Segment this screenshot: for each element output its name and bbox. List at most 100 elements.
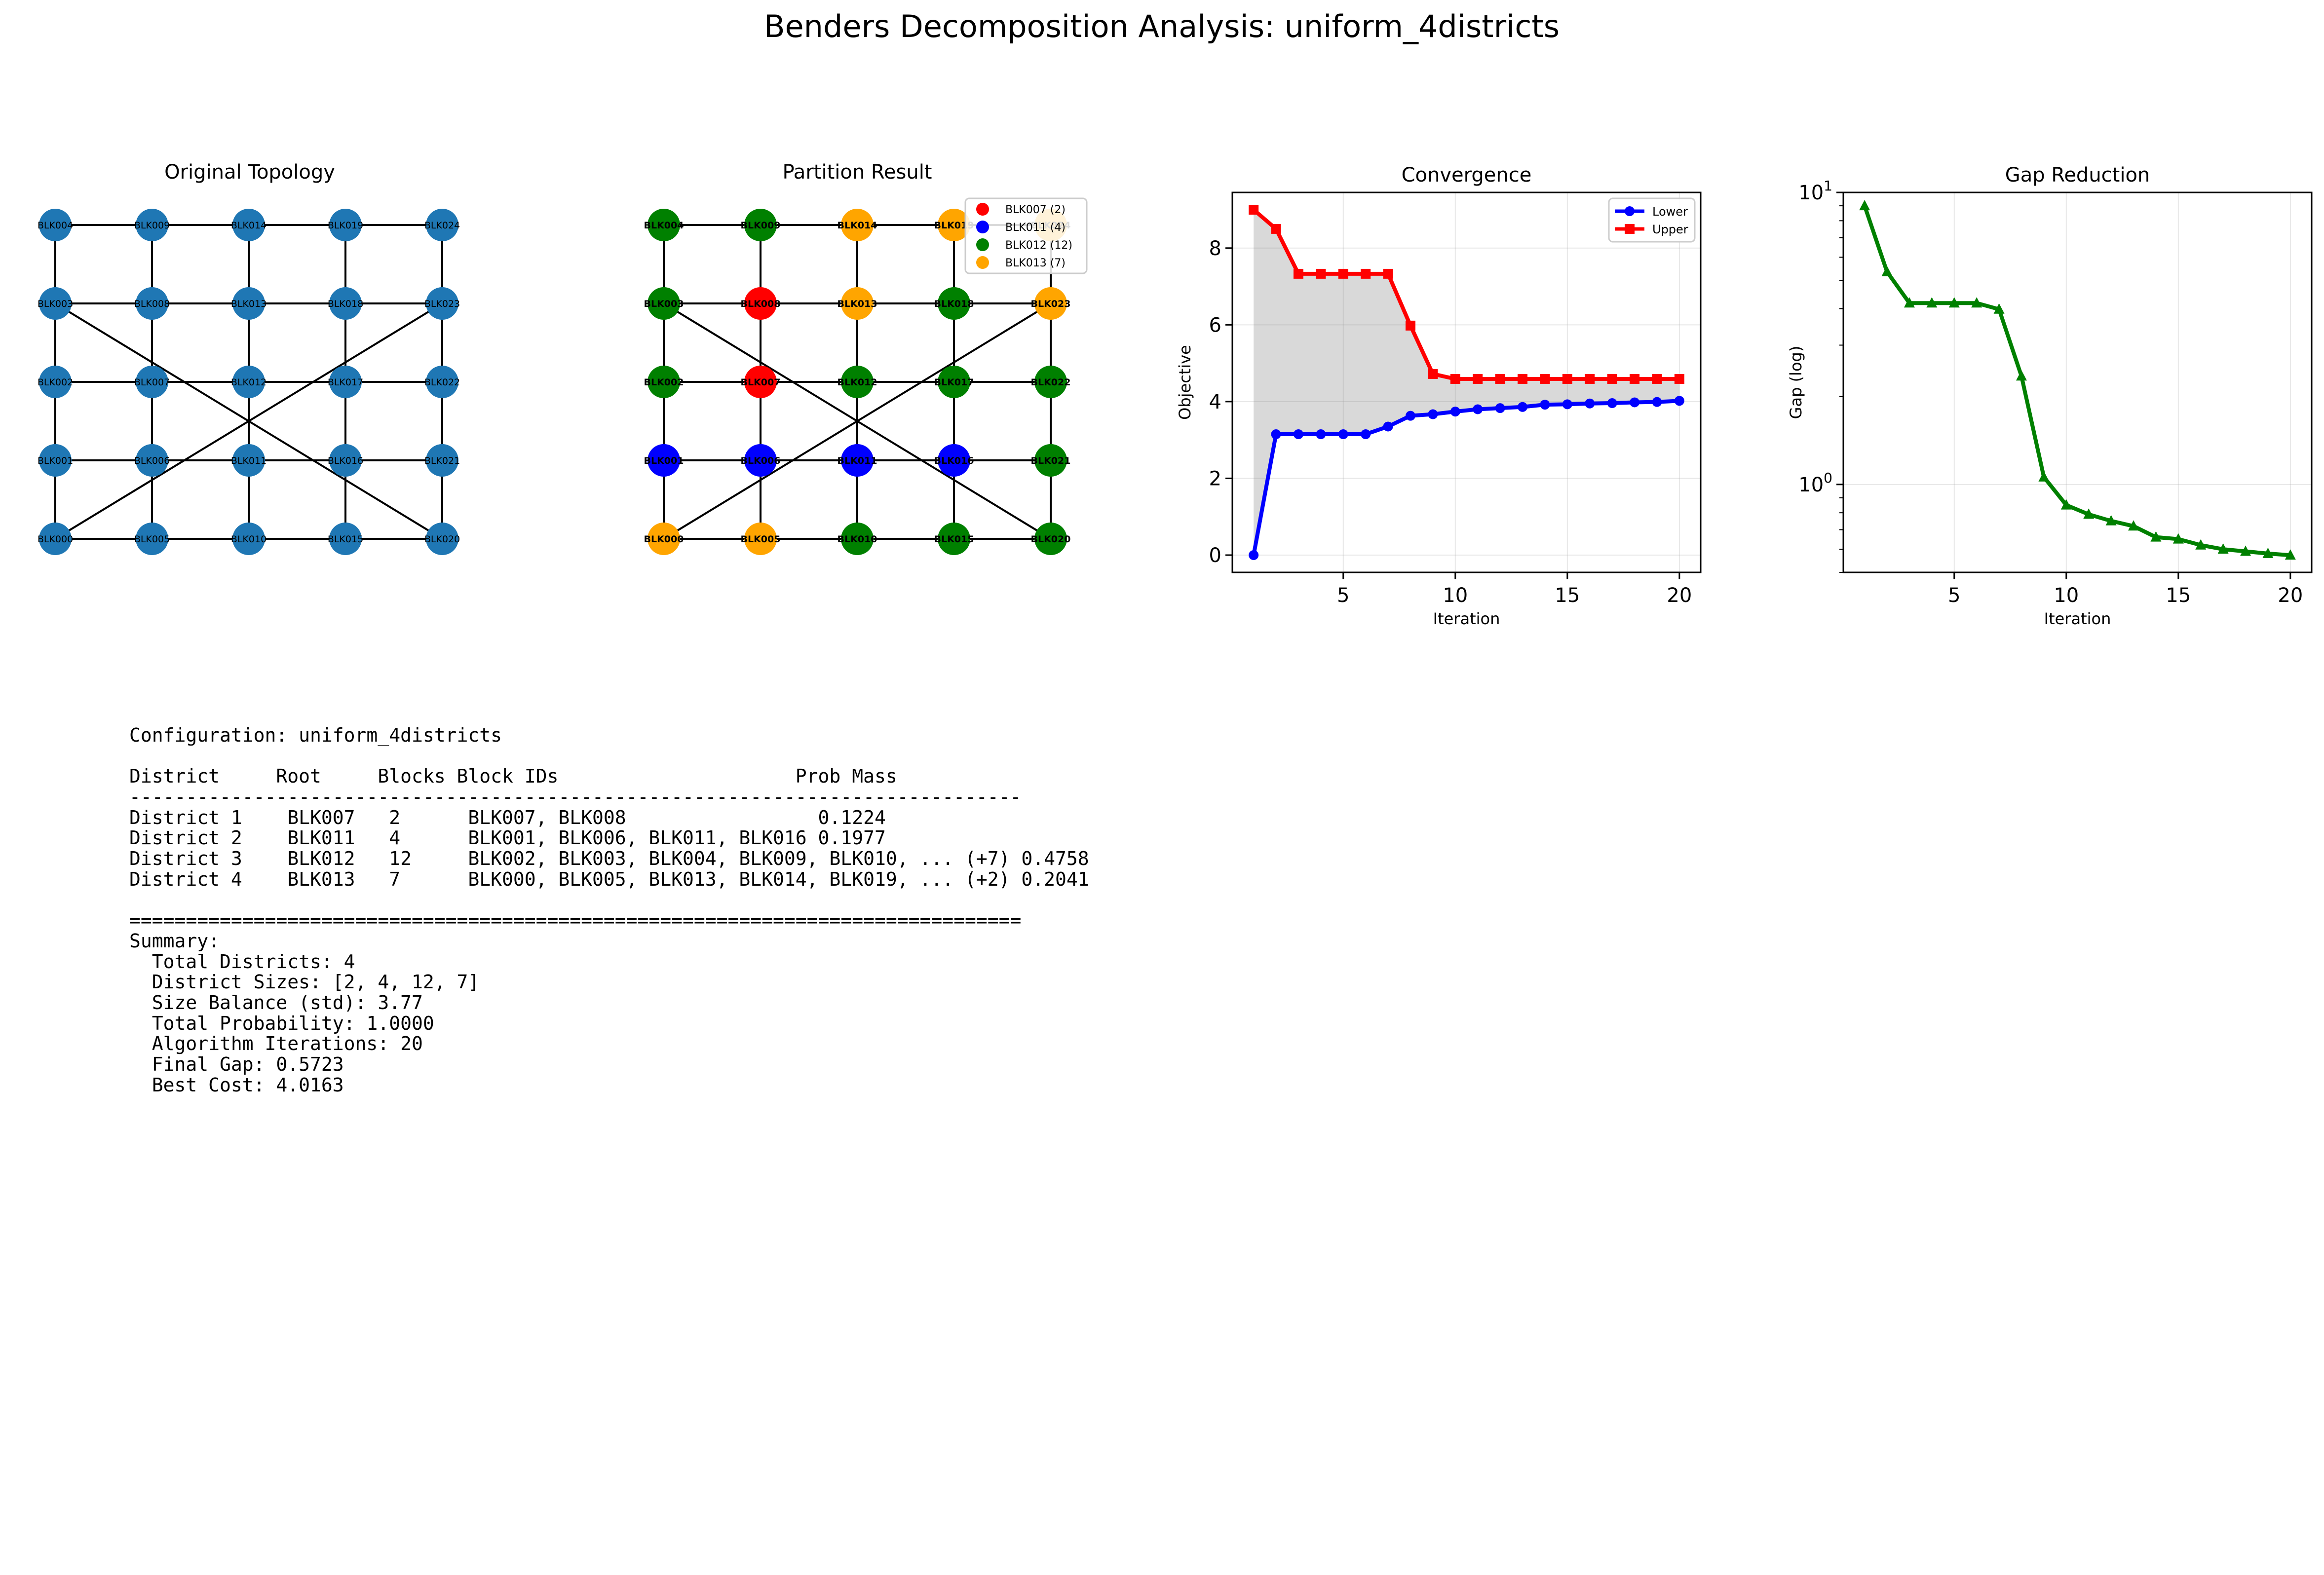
node-label: BLK021 (1031, 455, 1071, 466)
node-label: BLK005 (134, 534, 170, 545)
legend-marker (976, 221, 989, 233)
node-label: BLK016 (328, 455, 363, 466)
node-label: BLK009 (134, 220, 170, 231)
y-tick-label: 6 (1209, 314, 1221, 337)
graph-node (136, 366, 168, 398)
graph-node (232, 287, 265, 320)
data-point (1518, 402, 1528, 412)
data-point (1585, 398, 1595, 409)
graph-node (841, 287, 874, 320)
graph-node (426, 209, 458, 241)
config-line: District Sizes: [2, 4, 12, 7] (129, 971, 480, 993)
graph-node (39, 287, 72, 320)
x-tick-label: 5 (1337, 584, 1349, 607)
data-point (1495, 403, 1505, 413)
data-point (2172, 533, 2184, 544)
config-line: Total Districts: 4 (129, 950, 355, 973)
data-point (2016, 370, 2027, 381)
node-label: BLK020 (424, 534, 460, 545)
legend-label: BLK012 (12) (1005, 239, 1072, 252)
graph-node (648, 287, 680, 320)
data-point (1625, 206, 1635, 216)
graph-node (39, 444, 72, 477)
node-label: BLK002 (644, 377, 684, 388)
graph-node (329, 287, 362, 320)
node-label: BLK010 (231, 534, 267, 545)
graph-node (648, 523, 680, 555)
data-point (1316, 268, 1326, 279)
x-tick-label: 20 (1667, 584, 1692, 607)
node-label: BLK003 (38, 299, 73, 309)
node-label: BLK017 (328, 377, 363, 388)
data-point (1562, 399, 1572, 410)
graph-node (329, 523, 362, 555)
legend-label: Lower (1652, 205, 1688, 219)
node-label: BLK018 (934, 299, 974, 309)
node-label: BLK017 (934, 377, 974, 388)
config-line: Configuration: uniform_4districts (129, 724, 502, 746)
graph-node (744, 209, 777, 241)
node-label: BLK019 (934, 220, 974, 231)
node-label: BLK010 (838, 534, 877, 545)
node-label: BLK008 (741, 299, 781, 309)
x-tick-label: 10 (2054, 584, 2079, 607)
node-label: BLK004 (644, 220, 684, 231)
graph-node (39, 523, 72, 555)
legend-label: Upper (1652, 223, 1688, 236)
graph-node (1034, 444, 1067, 477)
graph-node (329, 444, 362, 477)
node-label: BLK006 (741, 455, 781, 466)
data-point (1450, 374, 1460, 384)
config-line: Algorithm Iterations: 20 (129, 1033, 423, 1055)
data-point (2240, 545, 2251, 556)
data-point (1993, 303, 2005, 314)
config-line: Summary: (129, 930, 220, 952)
node-label: BLK012 (231, 377, 267, 388)
graph-node (648, 444, 680, 477)
legend-marker (976, 256, 989, 269)
tick-base: 10 (1798, 474, 1824, 496)
config-line: Total Probability: 1.0000 (129, 1012, 434, 1034)
convergence-chart: 5 10 15 20 0 2 4 6 8 Convergence Iteration Objectiv… (1176, 164, 1702, 628)
data-point (1881, 265, 1893, 276)
y-tick-label: 2 (1209, 467, 1221, 490)
config-line: District Root Blocks Block IDs Prob Mass (129, 765, 897, 788)
graph-node (136, 209, 168, 241)
data-point (1585, 374, 1595, 384)
graph-edge (54, 302, 443, 540)
plot-frame (1842, 191, 2313, 573)
data-point (1473, 374, 1483, 384)
x-tick-label: 20 (2278, 584, 2303, 607)
data-point (1607, 398, 1617, 408)
node-label: BLK002 (38, 377, 73, 388)
data-point (1383, 421, 1393, 432)
data-point (2060, 499, 2072, 510)
y-tick-label: 4 (1209, 391, 1221, 413)
node-label: BLK008 (134, 299, 170, 309)
original-topology-panel: Original Topology BLK004 BLK009 BLK014 BLK0… (38, 161, 460, 555)
graph-node (329, 366, 362, 398)
config-line: Size Balance (std): 3.77 (129, 991, 423, 1013)
data-point (1383, 268, 1393, 279)
graph-node (39, 209, 72, 241)
node-label: BLK004 (38, 220, 73, 231)
data-point (1316, 429, 1326, 439)
x-axis-label: Iteration (2044, 609, 2111, 628)
plot-frame (1231, 191, 1702, 573)
data-point (1249, 550, 1259, 560)
graph-node (1034, 287, 1067, 320)
legend-marker (976, 238, 989, 251)
series-line-gap (1863, 205, 2291, 558)
data-point (2285, 549, 2296, 560)
data-point (1293, 429, 1303, 439)
x-tick-label: 15 (2166, 584, 2191, 607)
graph-node (136, 287, 168, 320)
config-line: District 2 BLK011 4 BLK001, BLK006, BLK0… (129, 827, 886, 849)
chart-title: Gap Reduction (2005, 164, 2150, 187)
graph-node (744, 523, 777, 555)
data-point (1271, 224, 1281, 234)
data-point (2217, 543, 2229, 554)
y-axis-label: Objective (1176, 345, 1194, 420)
topology-title: Original Topology (164, 161, 335, 184)
